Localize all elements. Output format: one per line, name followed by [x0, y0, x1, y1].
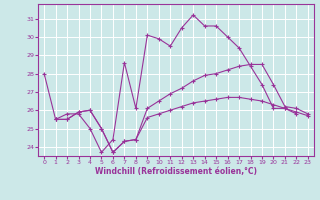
- X-axis label: Windchill (Refroidissement éolien,°C): Windchill (Refroidissement éolien,°C): [95, 167, 257, 176]
